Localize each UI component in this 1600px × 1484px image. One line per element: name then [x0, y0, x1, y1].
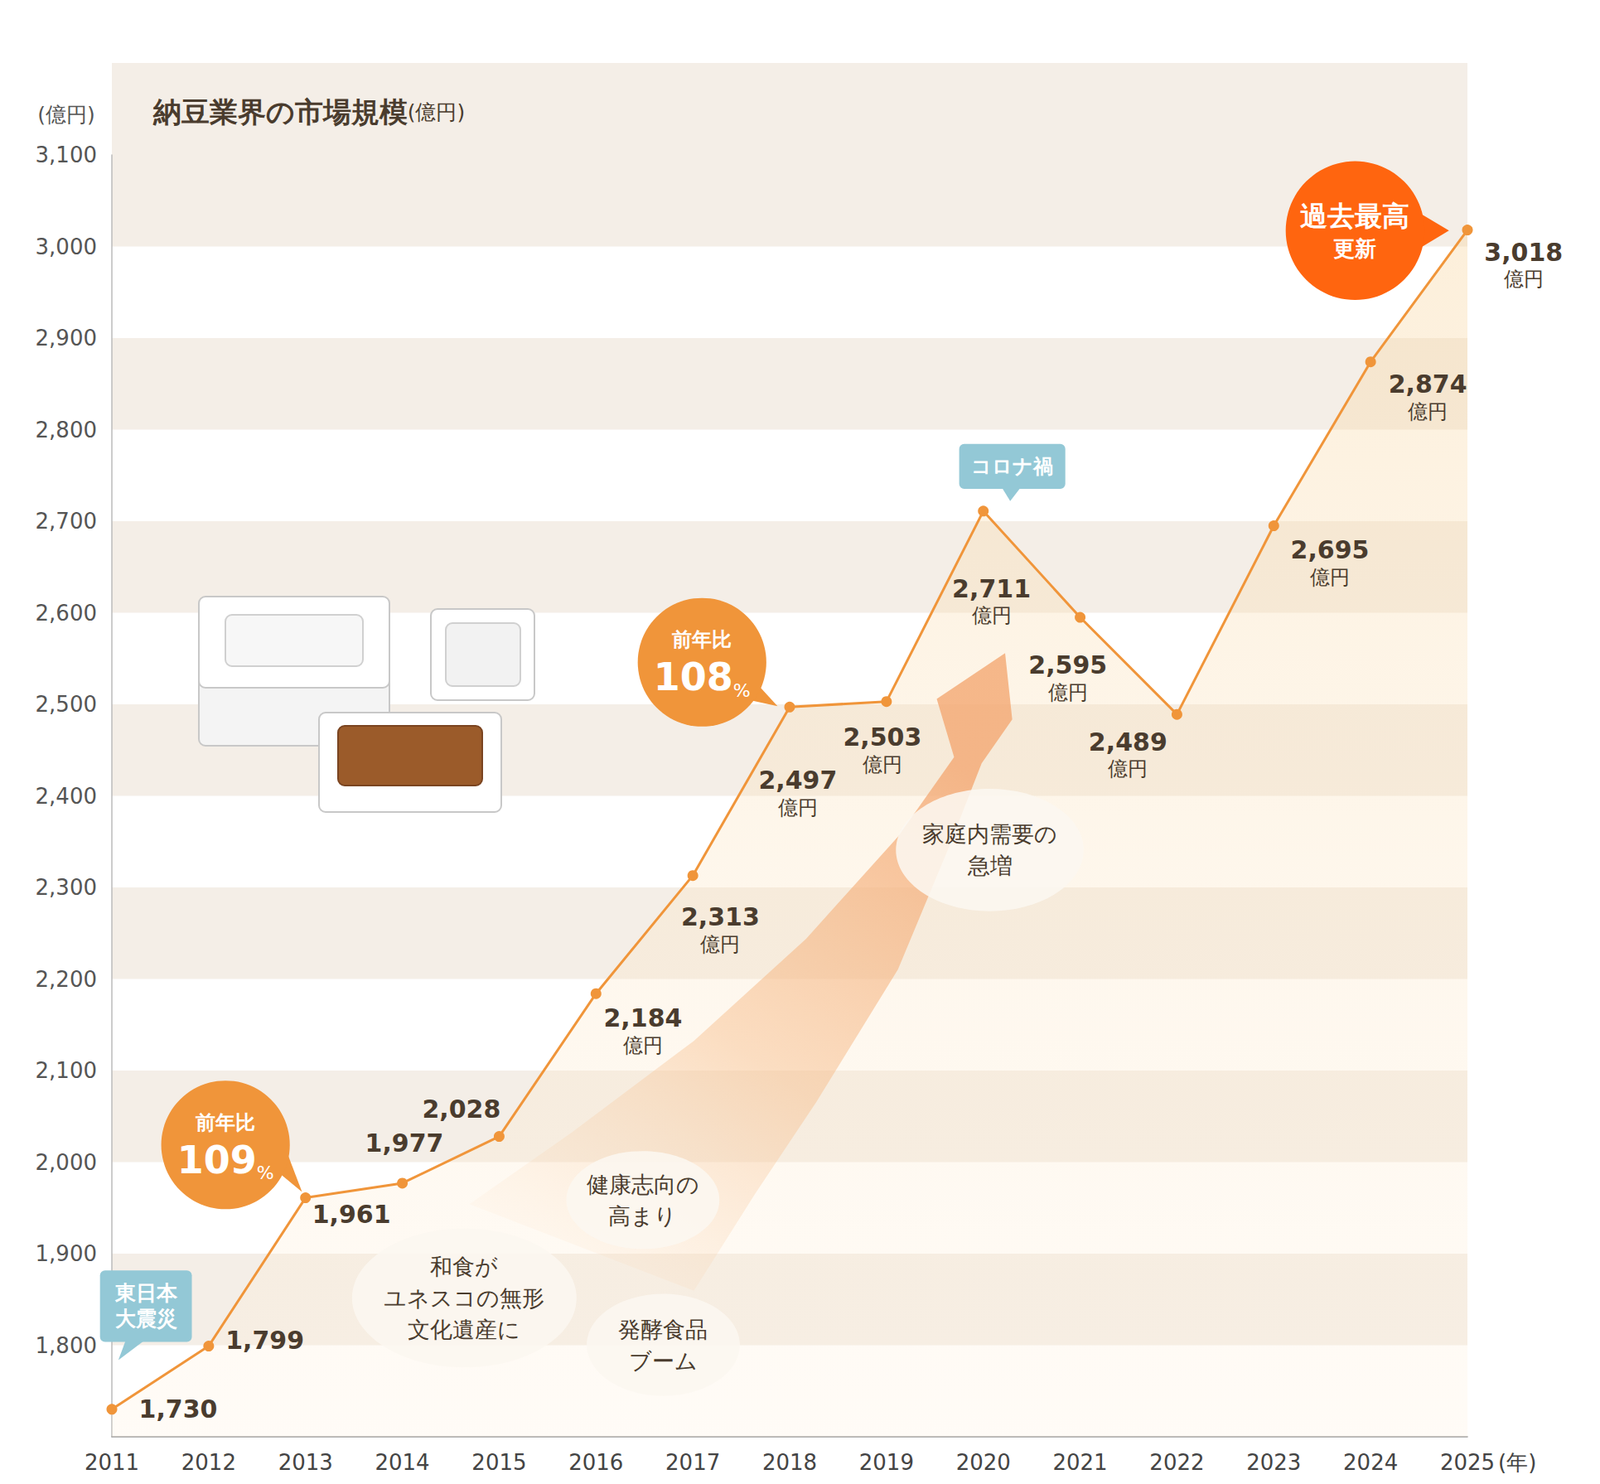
svg-text:2023: 2023 — [1246, 1450, 1301, 1475]
svg-text:2,900: 2,900 — [35, 325, 97, 351]
svg-text:2011: 2011 — [84, 1450, 140, 1475]
svg-text:2015: 2015 — [471, 1450, 527, 1475]
svg-text:1,799: 1,799 — [225, 1325, 305, 1355]
svg-text:高まり: 高まり — [608, 1203, 677, 1229]
svg-text:2,184: 2,184 — [603, 1003, 682, 1033]
svg-text:文化遺産に: 文化遺産に — [407, 1316, 521, 1343]
svg-text:コロナ禍: コロナ禍 — [971, 454, 1054, 479]
svg-text:2,300: 2,300 — [35, 874, 97, 900]
svg-text:2,100: 2,100 — [35, 1058, 97, 1083]
svg-text:2016: 2016 — [568, 1450, 624, 1475]
svg-text:2,497: 2,497 — [758, 765, 837, 795]
svg-text:2014: 2014 — [374, 1450, 430, 1475]
svg-text:2022: 2022 — [1149, 1450, 1204, 1475]
svg-text:2,800: 2,800 — [35, 417, 97, 443]
svg-text:2,000: 2,000 — [35, 1150, 97, 1175]
svg-text:2,313: 2,313 — [681, 902, 760, 932]
svg-text:(年): (年) — [1498, 1450, 1537, 1475]
svg-text:(億円): (億円) — [37, 102, 96, 127]
svg-text:更新: 更新 — [1333, 236, 1377, 262]
svg-text:納豆業界の市場規模: 納豆業界の市場規模 — [152, 95, 408, 129]
svg-text:2018: 2018 — [762, 1450, 817, 1475]
svg-text:(億円): (億円) — [407, 100, 466, 125]
svg-text:2020: 2020 — [956, 1450, 1011, 1475]
svg-text:東日本: 東日本 — [114, 1280, 179, 1306]
svg-text:億円: 億円 — [1503, 267, 1544, 291]
svg-text:急増: 急増 — [966, 852, 1013, 879]
svg-text:億円: 億円 — [862, 753, 903, 777]
svg-text:2,874: 2,874 — [1388, 369, 1468, 399]
svg-text:2,700: 2,700 — [35, 508, 97, 534]
svg-text:過去最高: 過去最高 — [1300, 199, 1410, 233]
svg-text:前年比: 前年比 — [194, 1111, 256, 1135]
svg-text:108: 108 — [653, 654, 734, 700]
svg-text:2019: 2019 — [859, 1450, 914, 1475]
svg-text:%: % — [256, 1162, 275, 1184]
svg-text:2,028: 2,028 — [421, 1094, 501, 1124]
svg-text:2,200: 2,200 — [35, 966, 97, 992]
svg-text:億円: 億円 — [1048, 681, 1088, 705]
svg-text:億円: 億円 — [971, 604, 1012, 628]
svg-text:ブーム: ブーム — [628, 1348, 698, 1374]
svg-text:2024: 2024 — [1343, 1450, 1398, 1475]
svg-text:億円: 億円 — [1107, 757, 1148, 781]
svg-text:2013: 2013 — [278, 1450, 334, 1475]
svg-text:2021: 2021 — [1052, 1450, 1107, 1475]
svg-text:2,595: 2,595 — [1028, 650, 1107, 680]
svg-text:2,695: 2,695 — [1290, 535, 1370, 565]
svg-text:2025: 2025 — [1440, 1450, 1495, 1475]
svg-text:1,977: 1,977 — [365, 1128, 445, 1158]
svg-text:2,489: 2,489 — [1088, 727, 1168, 757]
svg-text:ユネスコの無形: ユネスコの無形 — [383, 1285, 545, 1311]
svg-text:2,400: 2,400 — [35, 783, 97, 809]
svg-text:億円: 億円 — [1309, 565, 1350, 590]
svg-text:発酵食品: 発酵食品 — [618, 1316, 708, 1343]
svg-text:3,000: 3,000 — [35, 234, 97, 260]
svg-text:%: % — [733, 680, 751, 701]
svg-text:1,900: 1,900 — [35, 1241, 97, 1267]
svg-text:2012: 2012 — [181, 1450, 237, 1475]
svg-text:億円: 億円 — [1407, 400, 1448, 424]
svg-text:健康志向の: 健康志向の — [586, 1171, 700, 1198]
svg-text:3,100: 3,100 — [35, 142, 97, 168]
svg-text:和食が: 和食が — [430, 1253, 498, 1280]
svg-text:家庭内需要の: 家庭内需要の — [922, 821, 1058, 847]
svg-text:億円: 億円 — [623, 1034, 663, 1058]
svg-text:大震災: 大震災 — [115, 1306, 178, 1331]
svg-text:2,600: 2,600 — [35, 600, 97, 626]
svg-text:3,018: 3,018 — [1483, 237, 1563, 267]
svg-text:1,961: 1,961 — [312, 1199, 392, 1229]
svg-text:億円: 億円 — [700, 932, 740, 957]
svg-text:109: 109 — [177, 1137, 257, 1183]
svg-text:億円: 億円 — [778, 796, 818, 820]
svg-text:前年比: 前年比 — [671, 628, 732, 652]
svg-text:2017: 2017 — [665, 1450, 721, 1475]
svg-text:2,503: 2,503 — [842, 722, 922, 752]
svg-text:2,711: 2,711 — [952, 574, 1031, 604]
svg-text:2,500: 2,500 — [35, 691, 97, 717]
svg-text:1,730: 1,730 — [139, 1394, 218, 1424]
svg-text:1,800: 1,800 — [35, 1333, 97, 1359]
